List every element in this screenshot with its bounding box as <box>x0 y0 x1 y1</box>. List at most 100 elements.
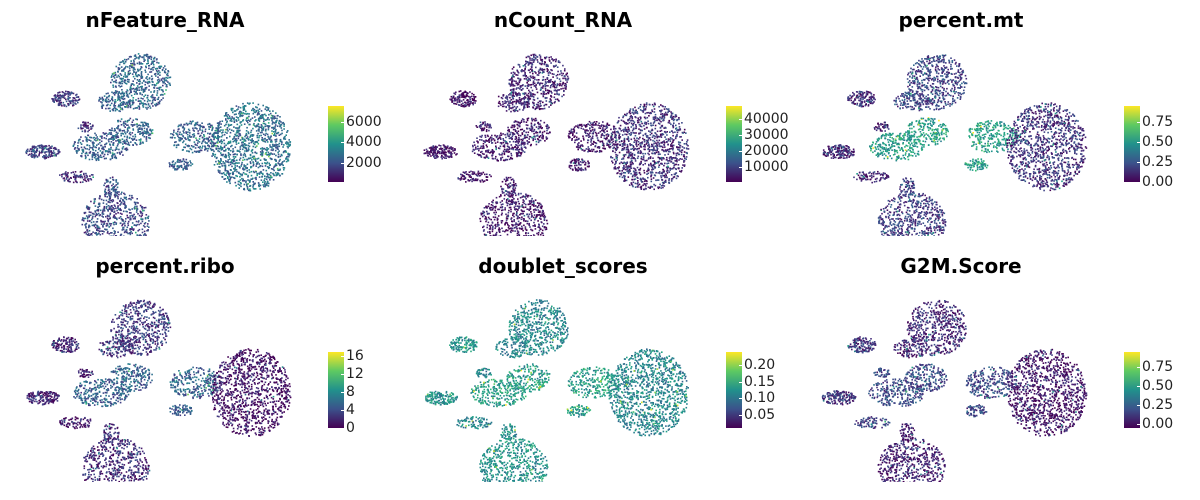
cell-point <box>544 78 547 81</box>
cell-point <box>554 89 557 91</box>
cell-point <box>233 157 236 160</box>
cell-point <box>137 80 140 82</box>
cell-point <box>91 212 94 215</box>
cell-point <box>439 152 441 155</box>
cell-point <box>530 124 533 126</box>
cell-point <box>95 212 98 215</box>
cell-point <box>85 231 87 233</box>
cell-point <box>244 144 247 147</box>
cell-point <box>272 117 274 119</box>
cell-point <box>287 142 289 145</box>
cell-point <box>97 229 100 232</box>
cell-point <box>185 138 187 141</box>
cell-point <box>139 127 141 129</box>
cell-point <box>126 140 129 142</box>
cell-point <box>269 144 271 146</box>
cell-point <box>271 147 273 149</box>
umap-scatter <box>25 53 292 236</box>
cell-point <box>245 181 247 184</box>
cell-point <box>531 69 533 71</box>
cell-point <box>556 92 558 94</box>
cell-point <box>503 144 505 147</box>
cell-point <box>236 170 238 173</box>
cell-point <box>473 149 476 151</box>
cell-point <box>531 62 533 64</box>
cell-point <box>532 75 534 78</box>
cell-point <box>467 101 470 104</box>
cell-point <box>552 76 554 78</box>
cell-point <box>62 91 65 94</box>
cell-point <box>120 201 123 204</box>
cell-point <box>457 97 459 100</box>
cell-point <box>515 102 517 105</box>
cell-point <box>243 180 246 182</box>
cell-point <box>52 98 54 101</box>
cell-point <box>38 154 40 157</box>
cell-point <box>264 108 267 110</box>
cell-point <box>255 160 257 162</box>
cell-point <box>108 132 111 134</box>
cell-point <box>136 56 138 59</box>
cell-point <box>229 161 232 164</box>
cell-point <box>176 144 178 147</box>
cell-point <box>176 165 178 168</box>
cell-point <box>558 89 561 91</box>
cell-point <box>428 152 430 154</box>
colorbar-tick-label: 6000 <box>341 114 382 130</box>
cell-point <box>109 110 111 112</box>
cell-point <box>271 141 273 143</box>
cell-point <box>546 81 549 83</box>
cell-point <box>469 101 471 103</box>
cell-point <box>122 154 124 156</box>
cell-point <box>270 146 272 148</box>
cell-point <box>506 150 508 153</box>
cell-point <box>553 66 555 68</box>
cell-point <box>432 148 434 150</box>
cell-point <box>215 157 218 160</box>
cell-point <box>130 230 132 233</box>
cell-point <box>108 226 110 228</box>
cell-point <box>106 97 108 99</box>
cell-point <box>526 101 528 103</box>
cell-point <box>94 132 96 135</box>
cell-point <box>107 210 109 212</box>
cell-point <box>273 134 275 136</box>
cell-point <box>266 162 268 165</box>
cell-point <box>121 229 124 231</box>
cell-point <box>229 172 232 175</box>
cell-point <box>535 84 537 86</box>
cell-point <box>57 103 60 105</box>
cell-point <box>108 222 111 225</box>
cell-point <box>186 133 189 136</box>
cell-point <box>87 180 90 182</box>
cell-point <box>111 188 114 190</box>
cell-point <box>274 158 276 161</box>
cell-point <box>205 142 207 144</box>
cell-point <box>237 130 239 132</box>
cell-point <box>95 232 97 235</box>
cell-point <box>282 146 284 148</box>
cell-point <box>483 153 485 155</box>
cell-point <box>479 147 482 149</box>
cell-point <box>267 148 270 150</box>
cell-point <box>175 146 178 149</box>
cell-point <box>477 140 479 143</box>
cell-point <box>511 101 514 104</box>
cell-point <box>72 97 74 99</box>
cell-point <box>123 201 126 204</box>
cell-point <box>190 148 193 151</box>
cell-point <box>121 89 123 91</box>
cell-point <box>513 80 516 82</box>
cell-point <box>39 152 41 154</box>
cell-point <box>185 167 187 169</box>
cell-point <box>147 73 149 76</box>
cell-point <box>74 178 76 181</box>
cell-point <box>561 84 563 87</box>
cell-point <box>93 213 95 215</box>
cell-point <box>255 152 258 155</box>
cell-point <box>162 94 164 96</box>
cell-point <box>183 160 186 163</box>
cell-point <box>110 133 112 135</box>
cell-point <box>238 129 240 132</box>
cell-point <box>83 212 86 215</box>
